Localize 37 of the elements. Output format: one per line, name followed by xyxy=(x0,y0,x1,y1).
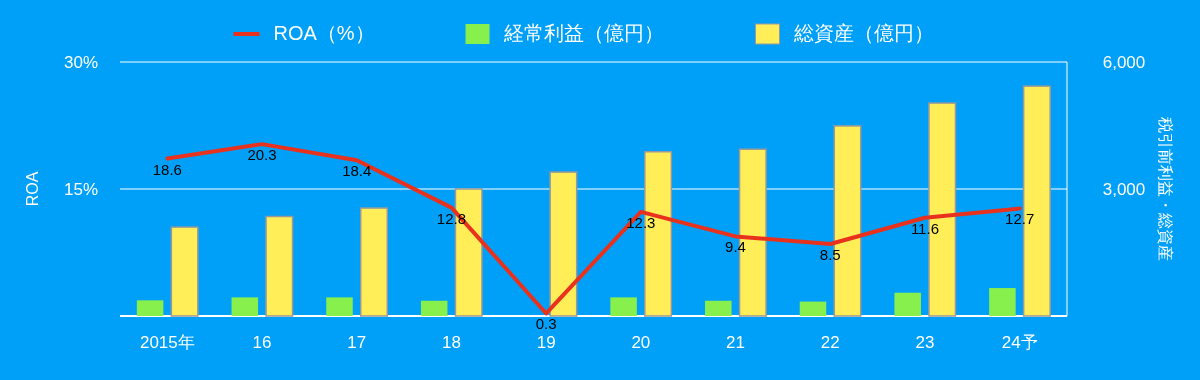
bar xyxy=(326,297,353,316)
x-tick-label: 17 xyxy=(347,333,367,352)
bar xyxy=(610,297,637,316)
y2-tick-label: 3,000 xyxy=(1102,180,1146,199)
x-tick-label: 18 xyxy=(441,333,461,352)
data-label: 18.4 xyxy=(342,162,372,180)
bar xyxy=(420,300,448,316)
legend-label: ROA（%） xyxy=(273,22,375,44)
bar xyxy=(894,292,921,316)
bar xyxy=(231,297,259,316)
bar xyxy=(136,300,164,316)
bar xyxy=(799,301,827,316)
bar xyxy=(360,207,389,317)
x-tick-label: 21 xyxy=(726,333,746,352)
bar xyxy=(170,226,199,317)
data-label: 12.3 xyxy=(626,213,656,231)
bar xyxy=(549,171,578,317)
x-tick-label: 19 xyxy=(536,333,556,352)
bar xyxy=(989,288,1016,316)
y2-tick-label: 6,000 xyxy=(1102,53,1146,72)
x-tick-label: 2015年 xyxy=(139,333,195,352)
y-tick-label: 30% xyxy=(63,53,98,72)
data-label: 0.3 xyxy=(535,315,557,333)
x-tick-label: 24予 xyxy=(1001,333,1038,352)
y2-axis-title: 税引前利益・総資産 xyxy=(1157,117,1174,261)
data-label: 20.3 xyxy=(247,146,277,164)
bar xyxy=(265,215,294,317)
x-tick-label: 22 xyxy=(820,333,840,352)
x-tick-label: 16 xyxy=(252,333,272,352)
x-tick-label: 20 xyxy=(631,333,651,352)
y-axis-title: ROA xyxy=(24,171,41,207)
x-tick-label: 23 xyxy=(915,333,935,352)
legend-label: 経常利益（億円） xyxy=(502,22,664,44)
bar xyxy=(705,300,732,316)
y-tick-label: 15% xyxy=(63,180,98,199)
legend-label: 総資産（億円） xyxy=(792,22,934,44)
data-label: 18.6 xyxy=(152,160,182,178)
